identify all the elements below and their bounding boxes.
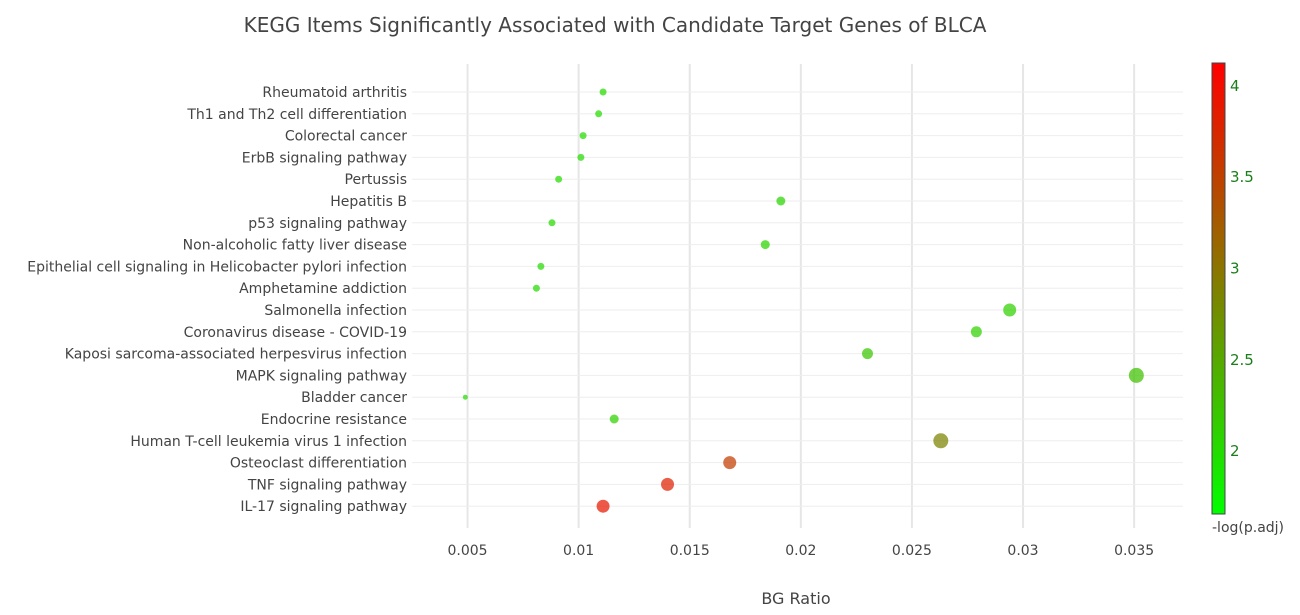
data-point	[933, 433, 949, 449]
data-point	[1003, 303, 1017, 317]
data-point	[1128, 367, 1144, 383]
x-axis-title: BG Ratio	[761, 589, 830, 608]
data-point	[661, 477, 675, 491]
y-tick-label: Endocrine resistance	[261, 412, 407, 428]
colorbar-gradient	[1211, 62, 1226, 515]
x-tick-label: 0.035	[1114, 543, 1154, 559]
data-point	[462, 394, 468, 400]
y-tick-label: Coronavirus disease - COVID-19	[184, 325, 407, 341]
data-point	[609, 414, 619, 424]
colorbar-tick-label: 2.5	[1230, 351, 1254, 369]
colorbar-tick-label: 3.5	[1230, 168, 1254, 186]
data-point	[861, 348, 873, 360]
x-tick-label: 0.015	[670, 543, 710, 559]
x-tick-label: 0.005	[448, 543, 488, 559]
data-point	[970, 326, 982, 338]
y-tick-label: Epithelial cell signaling in Helicobacte…	[27, 259, 407, 275]
colorbar-tick-label: 4	[1230, 77, 1240, 95]
x-tick-label: 0.02	[785, 543, 816, 559]
x-tick-label: 0.025	[892, 543, 932, 559]
data-point	[555, 175, 563, 183]
data-point	[723, 456, 737, 470]
data-point	[548, 219, 556, 227]
grid-layer	[412, 64, 1183, 528]
x-tick-labels: 0.005 0.01 0.015 0.02 0.025 0.03 0.035	[448, 543, 1155, 559]
data-point	[537, 262, 545, 270]
colorbar-ticks: 2 2.5 3 3.5 4	[1230, 77, 1254, 460]
y-tick-label: Th1 and Th2 cell differentiation	[186, 107, 407, 123]
data-point	[760, 240, 770, 250]
y-tick-label: Pertussis	[345, 172, 407, 188]
x-tick-label: 0.03	[1007, 543, 1038, 559]
data-points	[462, 88, 1144, 513]
y-tick-labels: Rheumatoid arthritis Th1 and Th2 cell dif…	[27, 85, 407, 515]
y-tick-label: ErbB signaling pathway	[242, 150, 407, 166]
data-point	[776, 196, 786, 206]
y-tick-label: Amphetamine addiction	[239, 281, 407, 297]
chart-title: KEGG Items Significantly Associated with…	[244, 13, 987, 37]
y-tick-label: Salmonella infection	[264, 303, 407, 319]
y-tick-label: Rheumatoid arthritis	[262, 85, 407, 101]
y-tick-label: Human T-cell leukemia virus 1 infection	[130, 434, 407, 450]
y-tick-label: Non-alcoholic fatty liver disease	[183, 238, 407, 254]
y-tick-label: Hepatitis B	[330, 194, 407, 210]
data-point	[599, 88, 607, 96]
data-point	[577, 153, 585, 161]
data-point	[595, 110, 603, 118]
y-tick-label: IL-17 signaling pathway	[240, 499, 407, 515]
x-tick-label: 0.01	[563, 543, 594, 559]
y-tick-label: Kaposi sarcoma-associated herpesvirus in…	[65, 347, 407, 363]
data-point	[596, 499, 610, 513]
y-tick-label: Colorectal cancer	[285, 129, 407, 145]
colorbar-title: -log(p.adj)	[1212, 520, 1284, 536]
y-tick-label: p53 signaling pathway	[248, 216, 407, 232]
data-point	[532, 284, 540, 292]
y-tick-label: Bladder cancer	[301, 390, 407, 406]
y-tick-label: Osteoclast differentiation	[230, 456, 407, 472]
colorbar-tick-label: 2	[1230, 442, 1240, 460]
data-point	[579, 132, 587, 140]
y-tick-label: MAPK signaling pathway	[236, 368, 407, 384]
colorbar-tick-label: 3	[1230, 260, 1240, 278]
y-tick-label: TNF signaling pathway	[247, 477, 407, 493]
colorbar: 2 2.5 3 3.5 4 -log(p.adj)	[1211, 62, 1284, 536]
